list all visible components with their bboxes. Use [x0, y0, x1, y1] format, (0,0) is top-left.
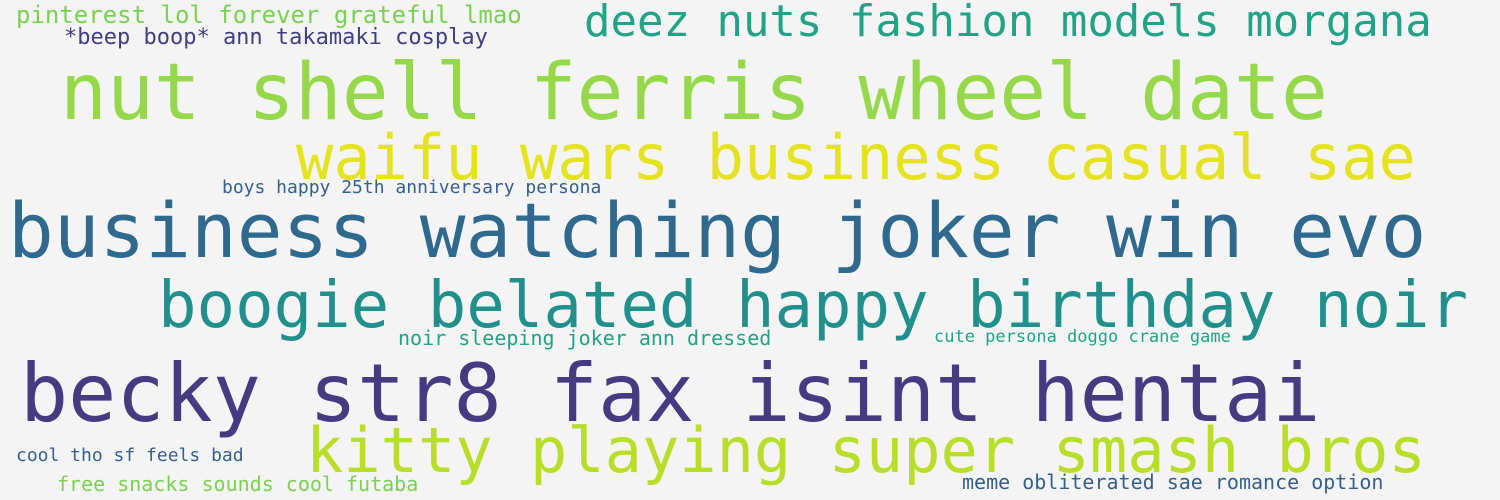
- phrase-becky-str8: becky str8 fax isint hentai: [20, 347, 1321, 440]
- phrase-beep-boop: *beep boop* ann takamaki cosplay: [64, 25, 488, 50]
- phrase-business-watching-joker: business watching joker win evo: [8, 186, 1427, 275]
- phrase-meme-obliterated: meme obliterated sae romance option: [962, 470, 1384, 494]
- phrase-kitty-playing: kitty playing super smash bros: [306, 414, 1426, 487]
- phrase-nut-shell-ferris-wheel: nut shell ferris wheel date: [60, 48, 1328, 138]
- phrase-deez-nuts: deez nuts fashion models morgana: [584, 0, 1432, 47]
- phrase-pinterest-lol: pinterest lol forever grateful lmao: [16, 1, 522, 29]
- phrase-boys-happy-anniversary: boys happy 25th anniversary persona: [222, 177, 602, 198]
- phrase-waifu-wars: waifu wars business casual sae: [296, 121, 1416, 194]
- phrase-cute-persona: cute persona doggo crane game: [934, 327, 1231, 347]
- phrase-free-snacks: free snacks sounds cool futaba: [57, 472, 419, 496]
- phrase-noir-sleeping: noir sleeping joker ann dressed: [398, 326, 772, 350]
- phrase-boogie-belated: boogie belated happy birthday noir: [158, 269, 1469, 343]
- phrase-cool-tho: cool tho sf feels bad: [16, 445, 244, 466]
